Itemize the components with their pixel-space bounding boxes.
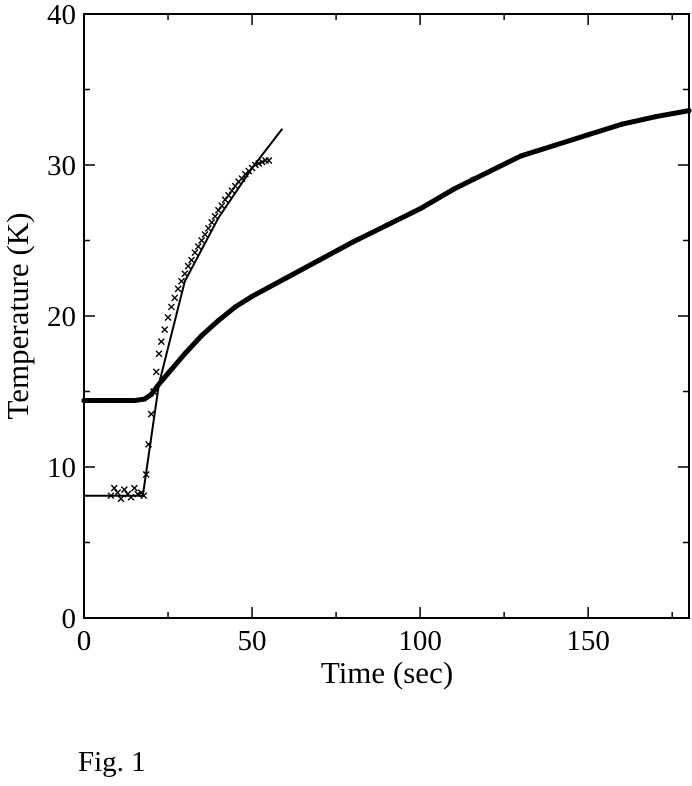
data-point xyxy=(167,303,175,311)
data-point xyxy=(147,410,155,418)
tick-labels: 0 50 100 150 0 10 20 30 40 xyxy=(47,0,610,657)
data-point xyxy=(316,257,322,263)
fit-line xyxy=(141,383,160,496)
data-point xyxy=(148,391,154,398)
data-point xyxy=(174,285,182,293)
data-point xyxy=(208,218,216,226)
data-point xyxy=(619,121,625,127)
data-point xyxy=(484,169,490,176)
data-point xyxy=(551,142,558,148)
x-tick-label: 50 xyxy=(238,625,267,657)
data-point xyxy=(98,397,104,404)
data-point xyxy=(215,317,222,324)
data-point xyxy=(164,314,172,322)
data-point xyxy=(142,471,150,479)
data-point xyxy=(171,294,179,302)
data-point xyxy=(117,495,125,503)
y-tick-label: 0 xyxy=(62,603,77,635)
data-point xyxy=(225,191,233,199)
x-tick-label: 0 xyxy=(77,625,92,657)
y-tick-label: 10 xyxy=(47,452,76,484)
data-point xyxy=(249,293,255,299)
data-point xyxy=(199,333,205,339)
data-point xyxy=(130,484,138,492)
data-point xyxy=(350,239,356,245)
data-point xyxy=(141,396,148,402)
x-axis-label: Time (sec) xyxy=(321,655,453,690)
data-point xyxy=(221,196,229,204)
y-tick-label: 40 xyxy=(47,0,76,31)
data-point xyxy=(131,397,138,404)
y-axis-label: Temperature (K) xyxy=(0,213,35,420)
data-point xyxy=(451,186,457,192)
data-point xyxy=(155,350,163,358)
data-point xyxy=(161,326,169,334)
data-point xyxy=(204,224,212,232)
data-point xyxy=(127,493,135,501)
data-point xyxy=(194,243,202,251)
axis-ticks xyxy=(83,13,689,619)
data-point xyxy=(155,382,161,389)
figure-caption: Fig. 1 xyxy=(78,746,146,778)
data-point xyxy=(283,275,289,281)
data-point xyxy=(120,486,128,494)
data-point xyxy=(181,270,189,278)
data-point xyxy=(184,262,192,270)
x-tick-label: 150 xyxy=(566,625,610,657)
data-point xyxy=(188,256,196,264)
data-point xyxy=(265,156,273,164)
fit-line xyxy=(157,128,284,385)
data-point xyxy=(191,249,199,257)
data-point xyxy=(110,484,118,492)
data-point xyxy=(145,440,153,448)
data-point xyxy=(211,212,219,220)
data-point xyxy=(238,175,246,183)
data-point xyxy=(585,132,591,138)
data-point xyxy=(114,489,122,497)
data-marks xyxy=(81,108,692,503)
data-point xyxy=(201,230,209,238)
data-point xyxy=(182,351,188,357)
data-point xyxy=(177,277,185,285)
data-point xyxy=(165,370,171,376)
data-series xyxy=(107,156,273,503)
data-point xyxy=(231,182,239,190)
x-tick-label: 100 xyxy=(398,625,442,657)
data-point xyxy=(417,206,423,212)
data-point xyxy=(228,187,236,195)
data-point xyxy=(198,237,206,244)
data-point xyxy=(140,492,148,500)
data-point xyxy=(383,222,390,228)
data-point xyxy=(214,206,222,214)
y-tick-label: 30 xyxy=(47,150,76,182)
plot-frame xyxy=(83,13,690,619)
fit-lines xyxy=(83,128,488,497)
data-point xyxy=(686,108,692,114)
y-tick-label: 20 xyxy=(47,301,76,333)
data-point xyxy=(157,338,165,346)
data-point xyxy=(115,397,121,404)
data-point xyxy=(81,397,87,404)
data-series-line xyxy=(81,108,692,404)
data-point xyxy=(107,492,115,500)
data-point xyxy=(518,153,524,159)
data-series xyxy=(81,108,692,404)
data-point xyxy=(232,304,238,310)
data-point xyxy=(218,202,226,210)
data-point xyxy=(652,114,658,120)
data-point xyxy=(152,368,160,376)
